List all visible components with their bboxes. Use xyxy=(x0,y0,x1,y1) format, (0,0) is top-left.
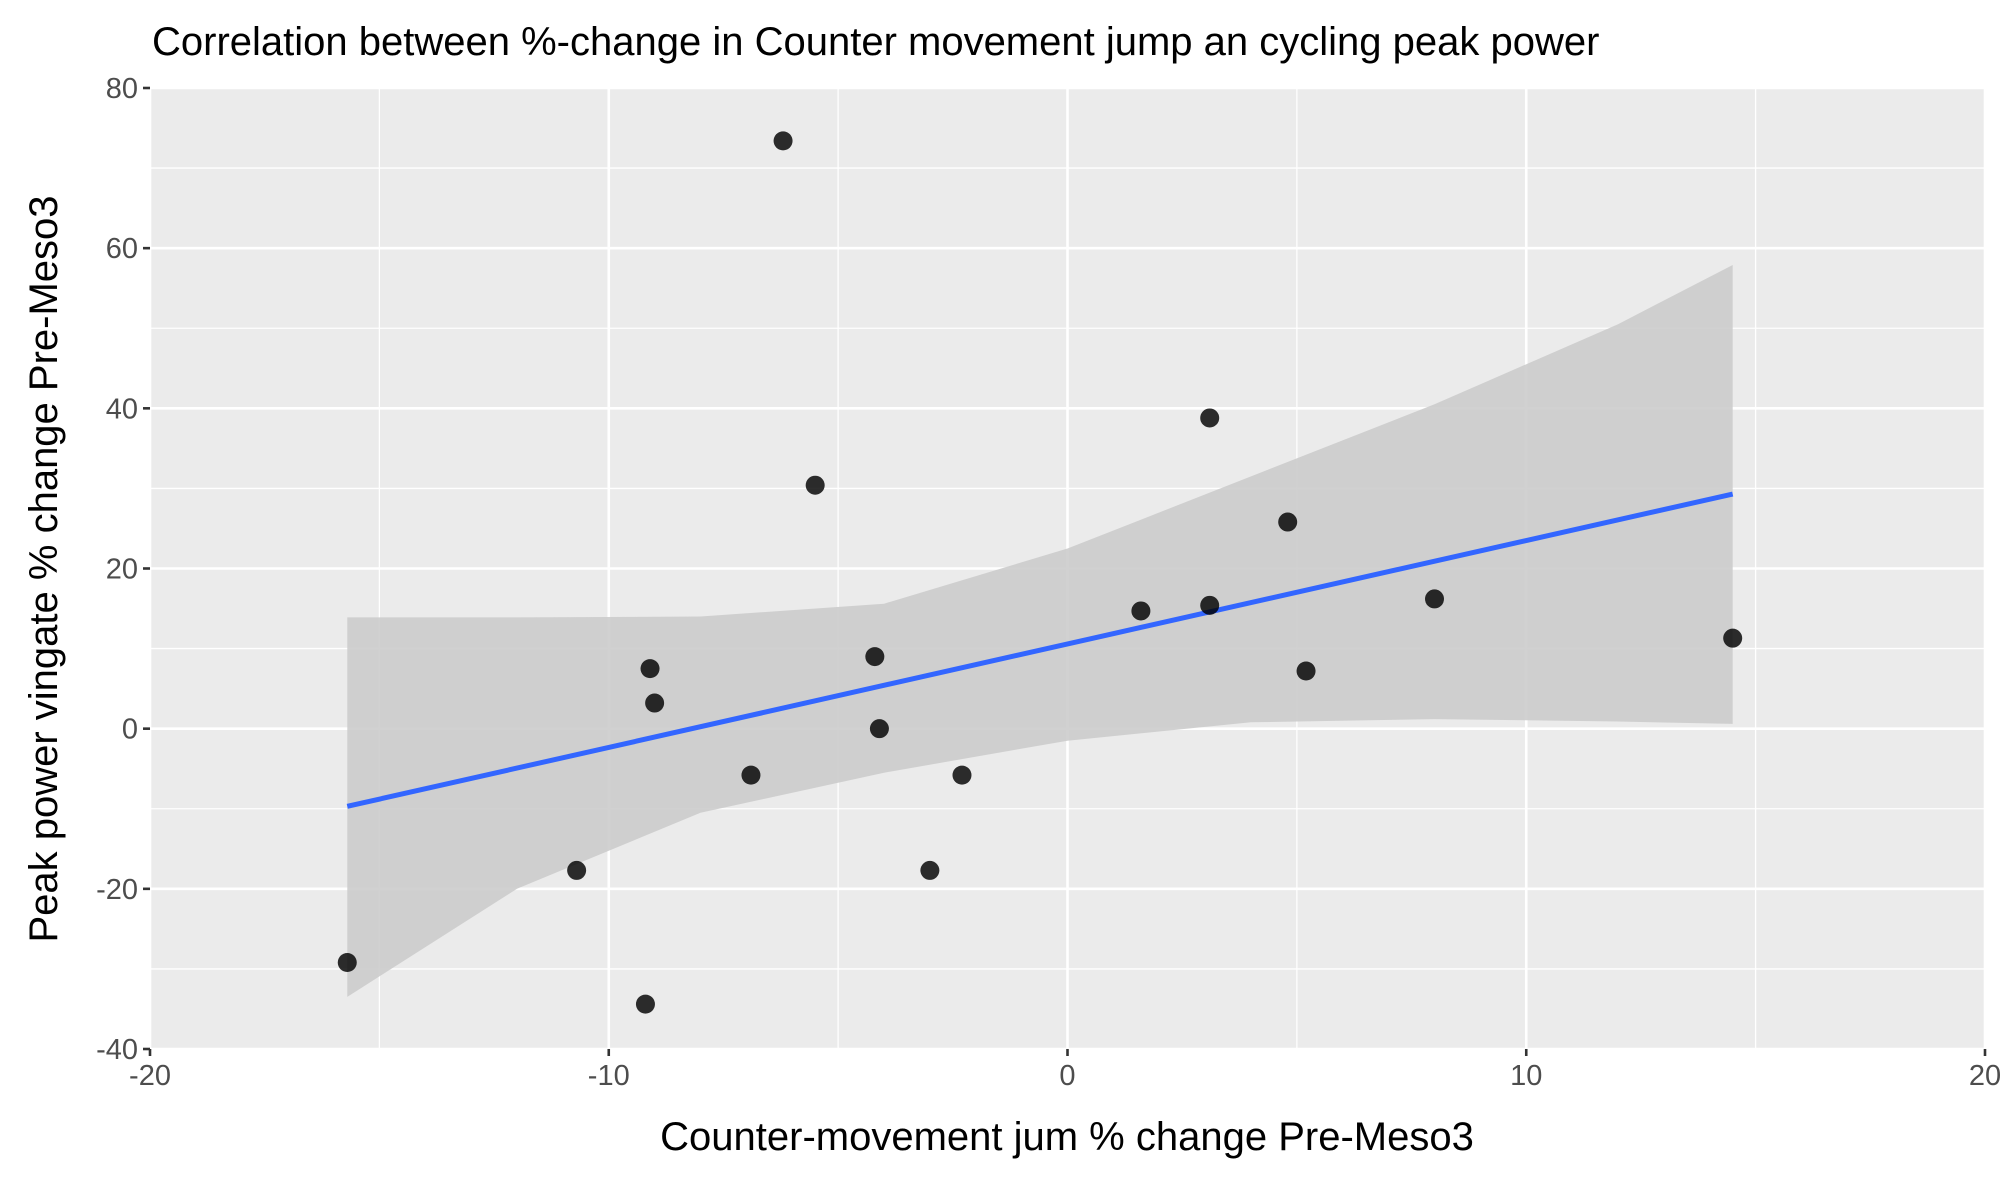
data-point xyxy=(1278,512,1298,532)
chart-title: Correlation between %-change in Counter … xyxy=(152,20,1599,64)
data-point xyxy=(640,659,660,679)
y-tick-label: 80 xyxy=(106,73,138,105)
data-point xyxy=(920,860,940,880)
y-tick-label: 40 xyxy=(106,393,138,425)
x-tick-label: 0 xyxy=(1059,1060,1075,1092)
x-tick-label: 10 xyxy=(1510,1060,1542,1092)
data-point xyxy=(741,765,761,785)
data-point xyxy=(869,719,889,739)
trend-line-group xyxy=(346,491,1734,809)
data-point xyxy=(1131,601,1151,621)
y-tick-label: -20 xyxy=(96,874,138,906)
x-tick-label: -10 xyxy=(588,1060,630,1092)
data-point xyxy=(1200,408,1220,428)
data-point xyxy=(567,860,587,880)
data-point xyxy=(1200,595,1220,615)
data-point xyxy=(952,765,972,785)
data-point xyxy=(773,131,793,151)
y-tick-label: 60 xyxy=(106,233,138,265)
y-tick-label: 0 xyxy=(122,714,138,746)
data-point xyxy=(645,693,665,713)
confidence-band-area xyxy=(347,265,1733,997)
x-tick-label: 20 xyxy=(1969,1060,2001,1092)
data-point xyxy=(1296,661,1316,681)
trend-line xyxy=(346,491,1734,809)
data-point xyxy=(1723,628,1743,648)
data-point xyxy=(337,953,357,973)
data-point xyxy=(635,994,655,1014)
x-axis: -20 -10 0 10 20 xyxy=(129,1049,2001,1092)
y-axis-title: Peak power vingate % change Pre-Meso3 xyxy=(22,195,66,942)
data-point xyxy=(865,647,885,667)
confidence-band xyxy=(347,265,1733,997)
data-point xyxy=(1425,589,1444,609)
y-axis: -40 -20 0 20 40 60 80 xyxy=(96,73,150,1066)
x-axis-title: Counter-movement jum % change Pre-Meso3 xyxy=(660,1115,1474,1159)
data-point xyxy=(805,475,825,495)
y-tick-label: 20 xyxy=(106,554,138,586)
y-tick-label: -40 xyxy=(96,1034,138,1066)
data-points xyxy=(337,131,1743,1014)
x-tick-label: -20 xyxy=(129,1060,171,1092)
